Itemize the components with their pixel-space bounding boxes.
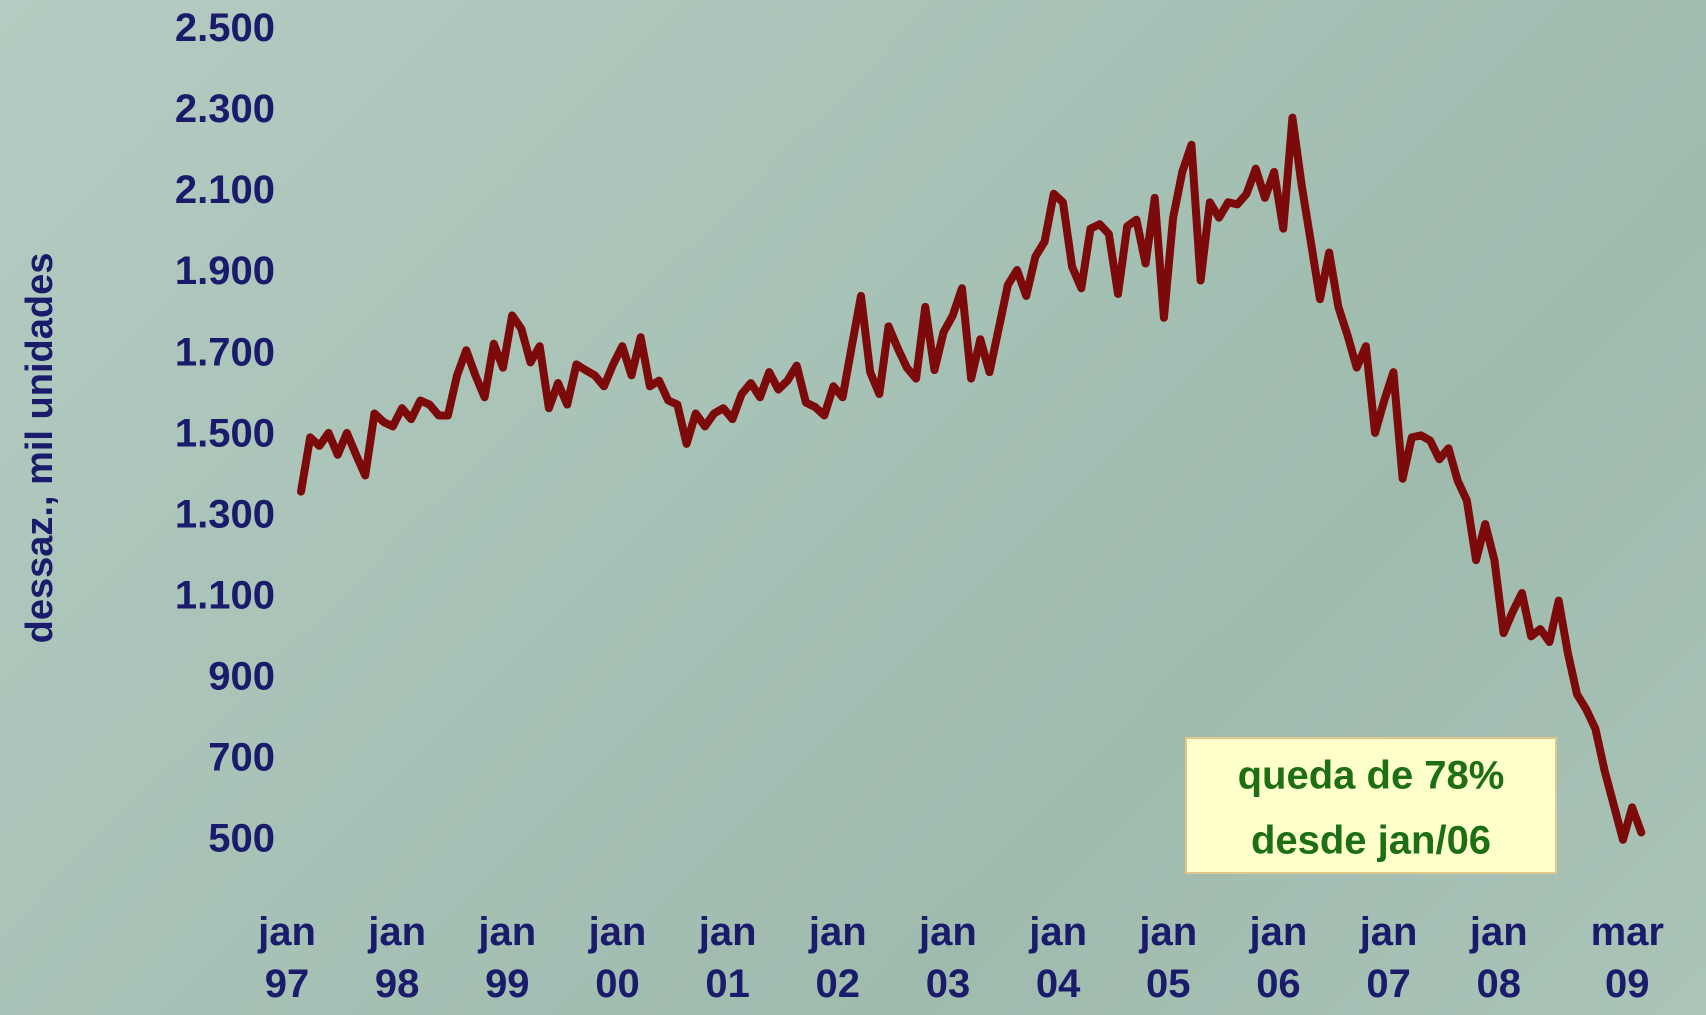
y-tick-label: 2.300 xyxy=(175,87,275,131)
data-line xyxy=(301,118,1641,840)
annotation-text: queda de 78% xyxy=(1238,754,1505,798)
x-tick-label: jan 00 xyxy=(572,906,662,1010)
y-tick-label: 900 xyxy=(208,654,275,698)
x-tick-label: jan 07 xyxy=(1344,906,1434,1010)
slide: dessaz., mil unidades 500 700 900 1.100 1.30… xyxy=(0,0,1706,1015)
y-tick-label: 1.700 xyxy=(175,330,275,374)
x-tick-label: jan 01 xyxy=(683,906,773,1010)
x-tick-label: jan 98 xyxy=(352,906,442,1010)
y-tick-label: 2.100 xyxy=(175,168,275,212)
y-axis-label: dessaz., mil unidades xyxy=(19,253,61,644)
x-tick-label: jan 05 xyxy=(1123,906,1213,1010)
x-tick-label: mar 09 xyxy=(1582,906,1672,1010)
x-tick-label: jan 06 xyxy=(1233,906,1323,1010)
chart: dessaz., mil unidades 500 700 900 1.100 1.30… xyxy=(0,0,1706,1015)
x-tick-label: jan 08 xyxy=(1454,906,1544,1010)
annotation-text: desde jan/06 xyxy=(1251,819,1491,863)
x-tick-label: jan 04 xyxy=(1013,906,1103,1010)
x-tick-label: jan 97 xyxy=(242,906,332,1010)
y-tick-label: 500 xyxy=(208,817,275,861)
y-tick-label: 1.500 xyxy=(175,411,275,455)
y-tick-label: 1.300 xyxy=(175,492,275,536)
y-tick-label: 2.500 xyxy=(175,6,275,50)
x-tick-label: jan 99 xyxy=(462,906,552,1010)
y-tick-label: 1.100 xyxy=(175,573,275,617)
x-tick-label: jan 03 xyxy=(903,906,993,1010)
x-tick-label: jan 02 xyxy=(793,906,883,1010)
y-tick-label: 700 xyxy=(208,736,275,780)
y-tick-label: 1.900 xyxy=(175,249,275,293)
